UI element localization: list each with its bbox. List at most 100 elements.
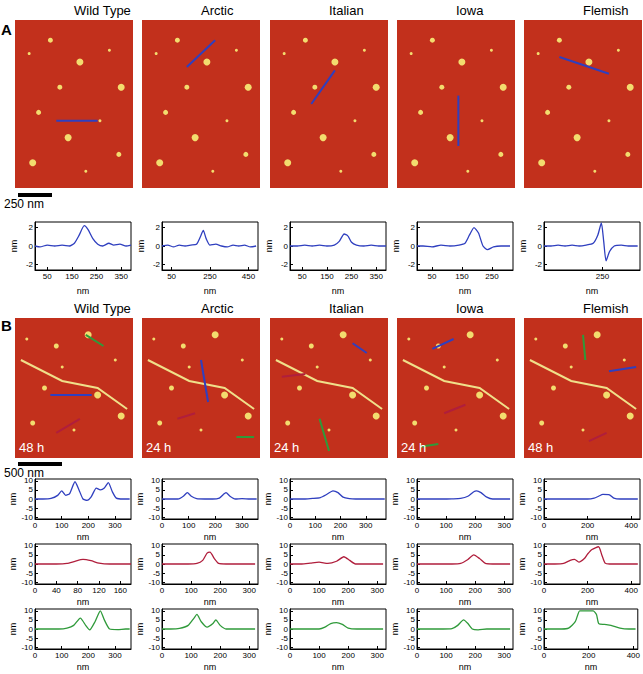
svg-text:-5: -5	[26, 569, 34, 578]
svg-text:150: 150	[320, 272, 334, 281]
svg-text:5: 5	[156, 615, 161, 624]
svg-text:0: 0	[160, 586, 165, 595]
svg-text:nm: nm	[391, 240, 401, 253]
svg-text:Italian: Italian	[329, 3, 364, 18]
svg-text:100: 100	[309, 521, 323, 530]
svg-text:Iowa: Iowa	[456, 3, 484, 18]
svg-text:0: 0	[288, 521, 293, 530]
svg-text:300: 300	[498, 586, 512, 595]
svg-text:0: 0	[33, 521, 38, 530]
svg-text:nm: nm	[586, 286, 599, 296]
svg-text:350: 350	[114, 272, 128, 281]
svg-text:-5: -5	[153, 504, 161, 513]
svg-text:Flemish: Flemish	[583, 3, 629, 18]
svg-text:200: 200	[342, 586, 356, 595]
svg-text:0: 0	[542, 586, 547, 595]
svg-text:100: 100	[184, 651, 198, 660]
svg-text:-2: -2	[535, 260, 543, 269]
svg-text:10: 10	[279, 476, 288, 485]
svg-text:-5: -5	[281, 504, 289, 513]
svg-text:50: 50	[298, 272, 307, 281]
svg-text:0: 0	[411, 560, 416, 569]
svg-text:nm: nm	[263, 623, 273, 636]
svg-text:-10: -10	[530, 578, 542, 587]
svg-text:80: 80	[73, 586, 82, 595]
svg-text:-5: -5	[26, 504, 34, 513]
svg-text:200: 200	[209, 521, 223, 530]
svg-text:48 h: 48 h	[19, 440, 44, 455]
svg-text:400: 400	[625, 521, 639, 530]
svg-text:-5: -5	[26, 634, 34, 643]
svg-text:100: 100	[439, 651, 453, 660]
svg-text:-5: -5	[153, 569, 161, 578]
svg-text:24 h: 24 h	[274, 440, 299, 455]
svg-text:5: 5	[411, 615, 416, 624]
svg-text:-10: -10	[21, 578, 33, 587]
svg-text:nm: nm	[263, 558, 273, 571]
svg-text:250: 250	[90, 272, 104, 281]
svg-text:400: 400	[625, 586, 639, 595]
svg-text:0: 0	[542, 521, 547, 530]
svg-text:5: 5	[411, 485, 416, 494]
svg-text:350: 350	[369, 272, 383, 281]
svg-text:Wild Type: Wild Type	[74, 3, 131, 18]
svg-text:5: 5	[538, 485, 543, 494]
svg-text:200: 200	[214, 586, 228, 595]
svg-text:-10: -10	[21, 643, 33, 652]
svg-text:2: 2	[284, 223, 289, 232]
svg-text:nm: nm	[390, 623, 400, 636]
svg-text:nm: nm	[332, 286, 345, 296]
svg-text:200: 200	[582, 651, 596, 660]
svg-text:10: 10	[406, 476, 415, 485]
svg-text:0: 0	[29, 242, 34, 251]
svg-text:300: 300	[243, 586, 257, 595]
svg-text:-10: -10	[276, 513, 288, 522]
svg-text:-5: -5	[408, 634, 416, 643]
svg-text:250: 250	[203, 272, 217, 281]
svg-text:nm: nm	[332, 597, 345, 607]
svg-text:nm: nm	[77, 597, 90, 607]
svg-text:-10: -10	[530, 513, 542, 522]
svg-text:-2: -2	[408, 260, 416, 269]
svg-text:nm: nm	[8, 623, 18, 636]
svg-text:nm: nm	[77, 286, 90, 296]
svg-text:nm: nm	[204, 597, 217, 607]
svg-text:nm: nm	[135, 493, 145, 506]
svg-text:-2: -2	[281, 260, 289, 269]
svg-text:nm: nm	[77, 532, 90, 542]
svg-text:5: 5	[538, 615, 543, 624]
svg-text:0: 0	[288, 651, 293, 660]
svg-text:nm: nm	[517, 623, 527, 636]
svg-text:Flemish: Flemish	[583, 301, 629, 316]
svg-text:nm: nm	[518, 240, 528, 253]
svg-text:100: 100	[55, 651, 69, 660]
svg-text:nm: nm	[332, 662, 345, 672]
svg-text:300: 300	[371, 586, 385, 595]
svg-text:200: 200	[82, 521, 96, 530]
svg-text:24 h: 24 h	[146, 440, 171, 455]
svg-text:-2: -2	[153, 260, 161, 269]
svg-text:200: 200	[342, 651, 356, 660]
svg-text:0: 0	[284, 625, 289, 634]
svg-text:10: 10	[24, 476, 33, 485]
svg-text:-10: -10	[21, 513, 33, 522]
svg-text:0: 0	[29, 560, 34, 569]
svg-text:10: 10	[279, 541, 288, 550]
svg-text:B: B	[1, 317, 12, 334]
svg-text:Italian: Italian	[329, 301, 364, 316]
svg-text:nm: nm	[77, 662, 90, 672]
svg-text:-10: -10	[148, 513, 160, 522]
svg-text:nm: nm	[459, 286, 472, 296]
svg-text:50: 50	[43, 272, 52, 281]
svg-text:150: 150	[65, 272, 79, 281]
svg-text:0: 0	[411, 242, 416, 251]
svg-text:-10: -10	[530, 643, 542, 652]
svg-text:nm: nm	[263, 493, 273, 506]
svg-text:nm: nm	[8, 493, 18, 506]
svg-text:100: 100	[312, 586, 326, 595]
svg-text:nm: nm	[135, 558, 145, 571]
svg-text:-5: -5	[281, 634, 289, 643]
svg-text:10: 10	[151, 541, 160, 550]
svg-text:10: 10	[151, 476, 160, 485]
svg-text:200: 200	[581, 521, 595, 530]
